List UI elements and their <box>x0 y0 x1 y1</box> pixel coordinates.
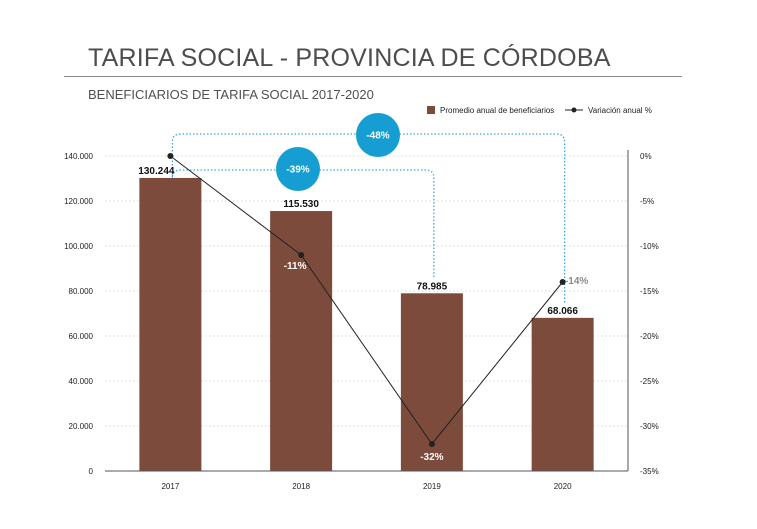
annotation-bubbles: -48% -39% <box>276 113 400 191</box>
left-axis-tick-label: 100.000 <box>64 242 93 251</box>
x-axis-tick-label: 2020 <box>554 482 572 491</box>
chart-title: BENEFICIARIOS DE TARIFA SOCIAL 2017-2020 <box>88 87 374 102</box>
annotation-connectors <box>171 133 566 304</box>
right-axis-tick-label: -30% <box>640 422 659 431</box>
bar-series <box>139 177 594 472</box>
right-axis-ticks: 0% -5% -10% -15% -20% -25% -30% -35% <box>640 152 659 476</box>
right-axis-tick-label: -10% <box>640 242 659 251</box>
right-axis-tick-label: -5% <box>640 197 654 206</box>
left-axis-tick-label: 140.000 <box>64 152 93 161</box>
line-value-labels: -11% -32% -14% <box>284 261 589 463</box>
bar-value-labels: 130.244 115.530 78.985 68.066 <box>138 166 578 317</box>
x-axis-tick-label: 2018 <box>292 482 310 491</box>
bar-value-label: 68.066 <box>547 306 578 317</box>
legend: Promedio anual de beneficiarios Variación… <box>427 106 652 115</box>
bar-2017 <box>139 177 202 472</box>
bar-value-label: 115.530 <box>283 199 319 210</box>
left-axis-tick-label: 60.000 <box>69 332 94 341</box>
left-axis-tick-label: 20.000 <box>69 422 94 431</box>
annotation-bubble <box>356 113 400 157</box>
page-title: TARIFA SOCIAL - PROVINCIA DE CÓRDOBA <box>88 44 611 72</box>
x-axis-tick-label: 2017 <box>161 482 179 491</box>
axes <box>105 150 629 472</box>
bar-2020 <box>531 317 594 471</box>
line-point-2019 <box>428 441 435 447</box>
legend-label-bar: Promedio anual de beneficiarios <box>440 106 554 115</box>
line-point-2020 <box>559 279 566 285</box>
left-axis-tick-label: 80.000 <box>69 287 94 296</box>
bar-value-label: 130.244 <box>138 166 175 177</box>
grid-lines <box>105 155 628 427</box>
line-value-label: -11% <box>284 261 307 272</box>
left-axis-tick-label: 40.000 <box>69 377 94 386</box>
right-axis-tick-label: -15% <box>640 287 659 296</box>
x-axis-ticks: 2017 2018 2019 2020 <box>161 482 572 491</box>
annotation-bubble-label: -48% <box>366 131 389 142</box>
annotation-connector <box>171 133 566 304</box>
left-axis-tick-label: 0 <box>89 467 94 476</box>
left-axis-ticks: 0 20.000 40.000 60.000 80.000 100.000 120.000 1… <box>64 152 93 476</box>
legend-label-line: Variación anual % <box>588 106 652 115</box>
legend-swatch-point <box>571 107 577 113</box>
title-divider <box>64 76 682 77</box>
right-axis-tick-label: 0% <box>640 152 652 161</box>
bar-2018 <box>270 211 333 471</box>
annotation-bubble <box>276 147 320 191</box>
x-axis-tick-label: 2019 <box>423 482 441 491</box>
line-value-label: -14% <box>565 276 588 287</box>
bar-value-label: 78.985 <box>417 281 448 292</box>
line-value-label: -32% <box>420 452 443 463</box>
right-axis-tick-label: -25% <box>640 377 659 386</box>
left-axis-tick-label: 120.000 <box>64 197 93 206</box>
line-series <box>167 153 566 447</box>
annotation-bubble-label: -39% <box>286 165 309 176</box>
right-axis-tick-label: -20% <box>640 332 659 341</box>
legend-swatch-bar <box>427 106 435 114</box>
line-point-2018 <box>298 252 305 258</box>
variation-line <box>170 155 564 445</box>
line-point-2017 <box>167 153 174 159</box>
right-axis-tick-label: -35% <box>640 467 659 476</box>
